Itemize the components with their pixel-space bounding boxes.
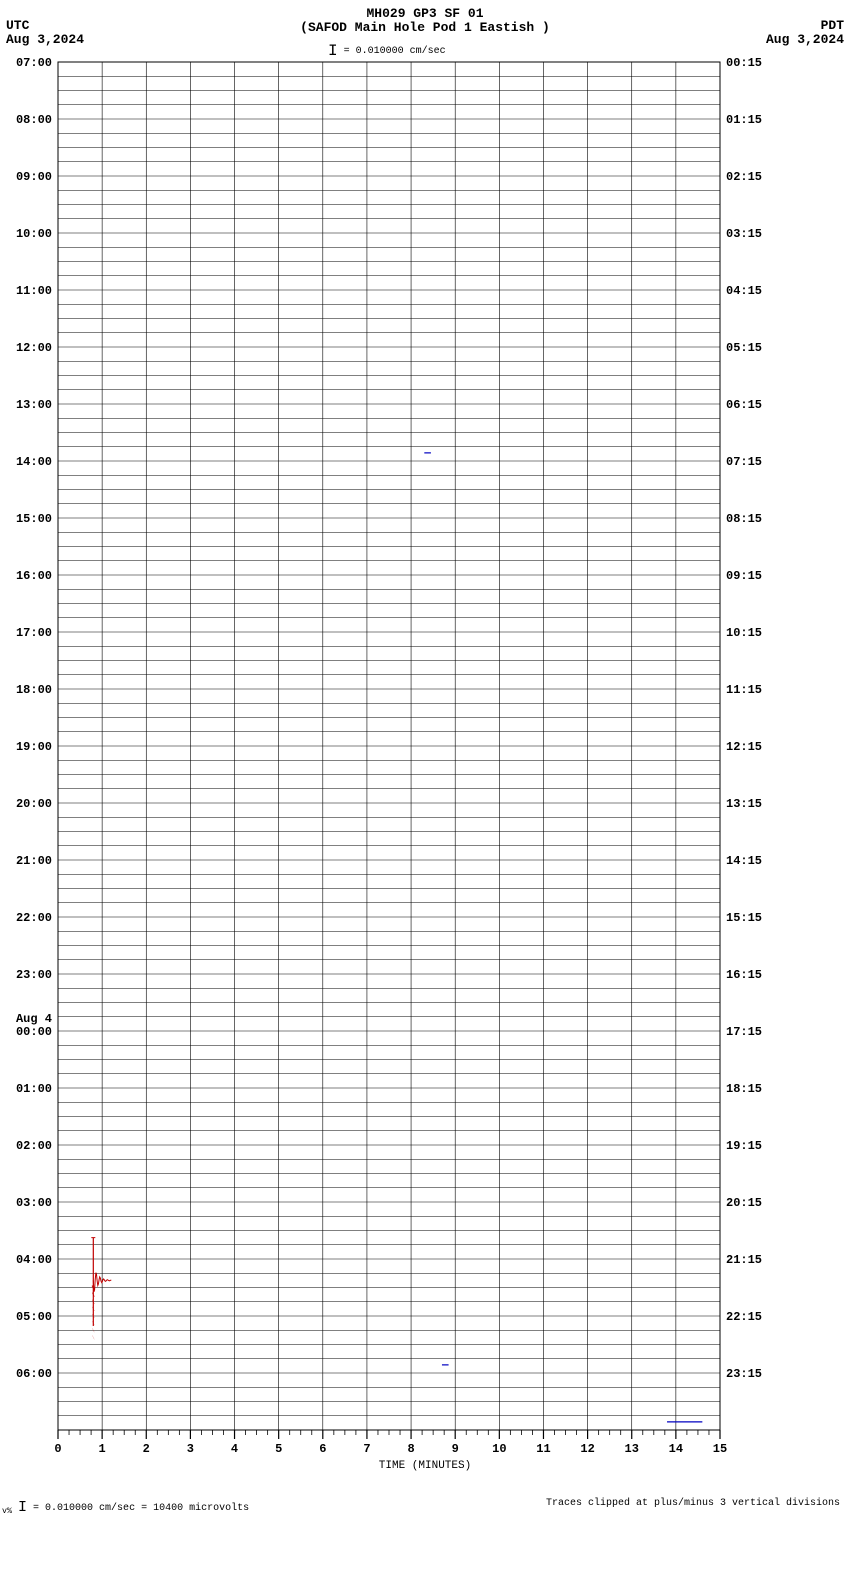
svg-text:11:00: 11:00 [16, 284, 52, 298]
svg-text:09:00: 09:00 [16, 170, 52, 184]
svg-text:23:00: 23:00 [16, 968, 52, 982]
svg-text:06:00: 06:00 [16, 1367, 52, 1381]
svg-text:16:15: 16:15 [726, 968, 762, 982]
svg-text:07:15: 07:15 [726, 455, 762, 469]
svg-text:7: 7 [363, 1442, 370, 1456]
svg-text:12:00: 12:00 [16, 341, 52, 355]
svg-text:15:00: 15:00 [16, 512, 52, 526]
svg-text:22:00: 22:00 [16, 911, 52, 925]
svg-text:19:00: 19:00 [16, 740, 52, 754]
svg-text:03:15: 03:15 [726, 227, 762, 241]
svg-text:17:00: 17:00 [16, 626, 52, 640]
svg-text:08:00: 08:00 [16, 113, 52, 127]
svg-text:05:15: 05:15 [726, 341, 762, 355]
svg-text:0: 0 [54, 1442, 61, 1456]
svg-text:08:15: 08:15 [726, 512, 762, 526]
svg-text:02:00: 02:00 [16, 1139, 52, 1153]
svg-text:10:15: 10:15 [726, 626, 762, 640]
svg-text:13: 13 [625, 1442, 639, 1456]
svg-text:1: 1 [99, 1442, 106, 1456]
svg-text:15:15: 15:15 [726, 911, 762, 925]
footer-right: Traces clipped at plus/minus 3 vertical … [546, 1498, 840, 1509]
svg-text:14:15: 14:15 [726, 854, 762, 868]
svg-text:17:15: 17:15 [726, 1025, 762, 1039]
svg-text:21:00: 21:00 [16, 854, 52, 868]
svg-text:22:15: 22:15 [726, 1310, 762, 1324]
svg-text:05:00: 05:00 [16, 1310, 52, 1324]
x-axis-label: TIME (MINUTES) [0, 1460, 850, 1472]
svg-text:12:15: 12:15 [726, 740, 762, 754]
svg-text:11:15: 11:15 [726, 683, 762, 697]
svg-text:20:15: 20:15 [726, 1196, 762, 1210]
svg-text:3: 3 [187, 1442, 194, 1456]
svg-text:13:00: 13:00 [16, 398, 52, 412]
svg-text:10:00: 10:00 [16, 227, 52, 241]
svg-text:07:00: 07:00 [16, 56, 52, 70]
svg-text:18:00: 18:00 [16, 683, 52, 697]
svg-text:15: 15 [713, 1442, 727, 1456]
svg-text:14: 14 [669, 1442, 683, 1456]
svg-text:10: 10 [492, 1442, 506, 1456]
svg-text:23:15: 23:15 [726, 1367, 762, 1381]
svg-text:18:15: 18:15 [726, 1082, 762, 1096]
svg-text:03:00: 03:00 [16, 1196, 52, 1210]
svg-text:04:00: 04:00 [16, 1253, 52, 1267]
svg-text:11: 11 [536, 1442, 550, 1456]
svg-text:00:15: 00:15 [726, 56, 762, 70]
svg-text:04:15: 04:15 [726, 284, 762, 298]
svg-text:9: 9 [452, 1442, 459, 1456]
svg-text:5: 5 [275, 1442, 282, 1456]
svg-text:01:00: 01:00 [16, 1082, 52, 1096]
footer-left: v% I = 0.010000 cm/sec = 10400 microvolt… [2, 1498, 249, 1516]
svg-text:2: 2 [143, 1442, 150, 1456]
svg-text:4: 4 [231, 1442, 238, 1456]
svg-text:14:00: 14:00 [16, 455, 52, 469]
svg-text:01:15: 01:15 [726, 113, 762, 127]
svg-text:12: 12 [580, 1442, 594, 1456]
svg-text:06:15: 06:15 [726, 398, 762, 412]
seismogram-plot: 07:00 00:15 08:00 01:15 09:00 02:15 10:00 03:15… [0, 0, 850, 1520]
svg-text:16:00: 16:00 [16, 569, 52, 583]
svg-text:19:15: 19:15 [726, 1139, 762, 1153]
svg-text:21:15: 21:15 [726, 1253, 762, 1267]
svg-text:6: 6 [319, 1442, 326, 1456]
svg-text:02:15: 02:15 [726, 170, 762, 184]
svg-text:09:15: 09:15 [726, 569, 762, 583]
svg-text:20:00: 20:00 [16, 797, 52, 811]
svg-text:Aug 4: Aug 4 [16, 1012, 52, 1026]
svg-text:8: 8 [407, 1442, 414, 1456]
svg-text:13:15: 13:15 [726, 797, 762, 811]
svg-text:00:00: 00:00 [16, 1025, 52, 1039]
